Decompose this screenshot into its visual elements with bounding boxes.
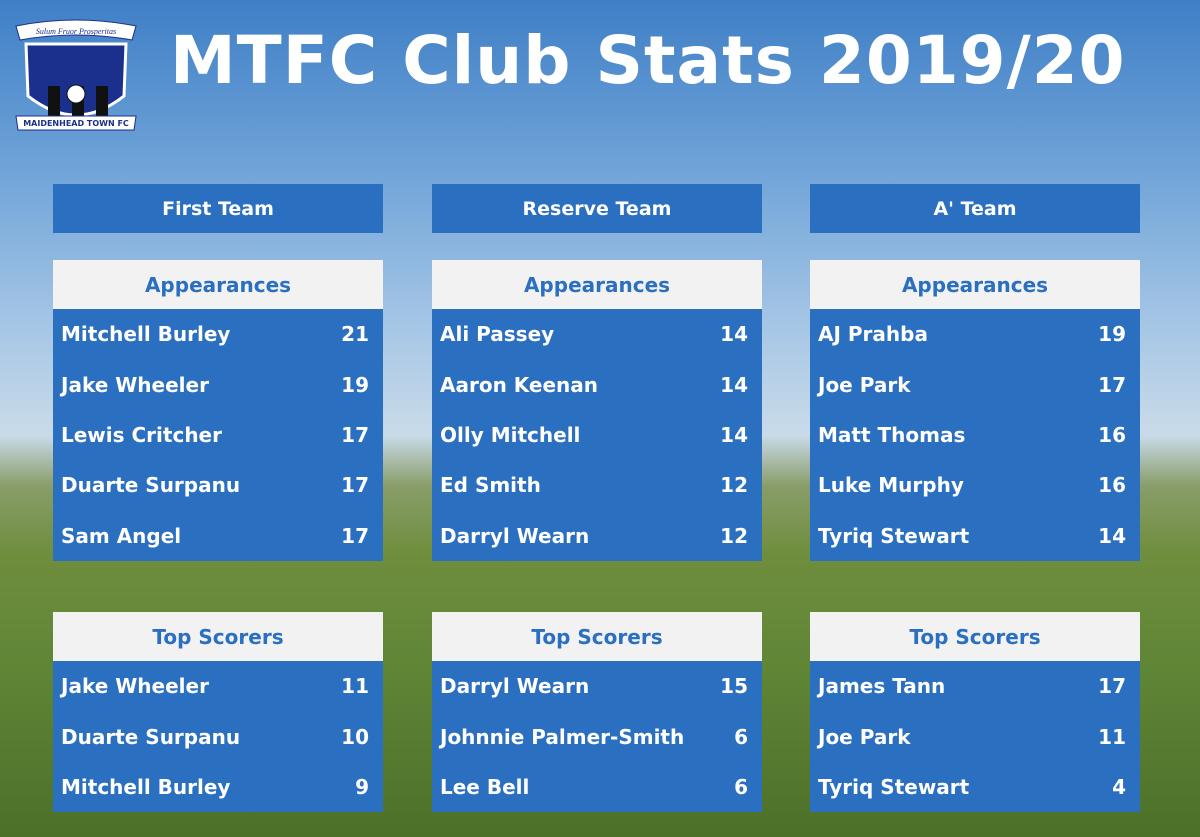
stat-row: AJ Prahba 19: [810, 309, 1140, 360]
player-name: Tyriq Stewart: [818, 523, 970, 548]
stat-value: 17: [341, 523, 369, 548]
stat-row: Ed Smith 12: [432, 460, 762, 511]
player-name: Ali Passey: [440, 322, 555, 347]
section-header: Appearances: [53, 260, 383, 309]
section-header: Top Scorers: [810, 612, 1140, 661]
stat-row: Lewis Critcher 17: [53, 409, 383, 461]
stat-row: Jake Wheeler 11: [53, 661, 383, 712]
stat-value: 17: [1098, 674, 1126, 699]
stat-row: Jake Wheeler 19: [53, 359, 383, 410]
team-column: First Team Appearances Mitchell Burley 21 Ja…: [53, 184, 383, 813]
player-name: Olly Mitchell: [440, 422, 581, 447]
team-header: First Team: [53, 184, 383, 233]
stat-row: Darryl Wearn 15: [432, 661, 762, 712]
stat-row: Luke Murphy 16: [810, 460, 1140, 511]
stat-value: 21: [341, 322, 369, 347]
stat-value: 14: [720, 372, 748, 397]
stat-value: 17: [341, 422, 369, 447]
section-header: Top Scorers: [432, 612, 762, 661]
player-name: AJ Prahba: [818, 322, 928, 347]
section-header: Appearances: [810, 260, 1140, 309]
player-name: Joe Park: [818, 372, 911, 397]
section-header: Appearances: [432, 260, 762, 309]
player-name: Ed Smith: [440, 473, 541, 498]
stat-value: 14: [720, 422, 748, 447]
appearances-box: Appearances Mitchell Burley 21 Jake Wheeler…: [53, 260, 383, 561]
stat-row: Lee Bell 6: [432, 761, 762, 813]
scorers-box: Top Scorers Jake Wheeler 11 Duarte Surpanu 1…: [53, 612, 383, 813]
player-name: Mitchell Burley: [61, 774, 231, 799]
stat-value: 11: [341, 674, 369, 699]
appearances-box: Appearances AJ Prahba 19 Joe Park 17 Matt Tho…: [810, 260, 1140, 561]
stat-row: Joe Park 11: [810, 711, 1140, 762]
stat-value: 17: [341, 473, 369, 498]
scorers-box: Top Scorers Darryl Wearn 15 Johnnie Palmer-…: [432, 612, 762, 813]
team-header: Reserve Team: [432, 184, 762, 233]
stat-value: 4: [1112, 774, 1126, 799]
stat-value: 16: [1098, 422, 1126, 447]
player-name: Jake Wheeler: [61, 372, 209, 397]
stat-row: James Tann 17: [810, 661, 1140, 712]
player-name: Darryl Wearn: [440, 523, 590, 548]
player-name: Darryl Wearn: [440, 674, 590, 699]
scorers-box: Top Scorers James Tann 17 Joe Park 11 Tyriq S…: [810, 612, 1140, 813]
appearances-box: Appearances Ali Passey 14 Aaron Keenan 14 Oll…: [432, 260, 762, 561]
stat-value: 14: [1098, 523, 1126, 548]
stat-value: 19: [341, 372, 369, 397]
player-name: Sam Angel: [61, 523, 182, 548]
stat-value: 9: [355, 774, 369, 799]
badge-motto: Sulum Fruor Prosperitas: [36, 27, 116, 36]
stat-value: 12: [720, 473, 748, 498]
stat-row: Johnnie Palmer-Smith 6: [432, 711, 762, 762]
stat-value: 11: [1098, 724, 1126, 749]
player-name: Matt Thomas: [818, 422, 966, 447]
stat-value: 19: [1098, 322, 1126, 347]
stat-value: 12: [720, 523, 748, 548]
stat-value: 16: [1098, 473, 1126, 498]
stat-value: 10: [341, 724, 369, 749]
stat-row: Duarte Surpanu 10: [53, 711, 383, 762]
player-name: Joe Park: [818, 724, 911, 749]
stat-value: 6: [734, 774, 748, 799]
stat-row: Tyriq Stewart 4: [810, 761, 1140, 813]
player-name: Tyriq Stewart: [818, 774, 970, 799]
stat-row: Joe Park 17: [810, 359, 1140, 410]
player-name: Aaron Keenan: [440, 372, 599, 397]
player-name: Lee Bell: [440, 774, 530, 799]
badge-name: MAIDENHEAD TOWN FC: [23, 119, 129, 128]
club-badge: Sulum Fruor Prosperitas MAIDENHEAD TOWN …: [15, 19, 137, 131]
player-name: Mitchell Burley: [61, 322, 231, 347]
team-column: A' Team Appearances AJ Prahba 19 Joe Park 17 M…: [810, 184, 1140, 813]
team-column: Reserve Team Appearances Ali Passey 14 Aaron…: [432, 184, 762, 813]
player-name: James Tann: [818, 674, 946, 699]
team-header: A' Team: [810, 184, 1140, 233]
player-name: Lewis Critcher: [61, 422, 222, 447]
stat-row: Aaron Keenan 14: [432, 359, 762, 410]
player-name: Duarte Surpanu: [61, 473, 241, 498]
player-name: Johnnie Palmer-Smith: [440, 724, 685, 749]
stat-row: Ali Passey 14: [432, 309, 762, 360]
stat-value: 14: [720, 322, 748, 347]
stat-row: Duarte Surpanu 17: [53, 460, 383, 511]
stat-row: Tyriq Stewart 14: [810, 510, 1140, 561]
stat-row: Mitchell Burley 21: [53, 309, 383, 360]
stat-row: Mitchell Burley 9: [53, 761, 383, 813]
stat-value: 15: [720, 674, 748, 699]
stat-value: 6: [734, 724, 748, 749]
player-name: Luke Murphy: [818, 473, 964, 498]
stat-row: Matt Thomas 16: [810, 409, 1140, 461]
page-title: MTFC Club Stats 2019/20: [170, 22, 1126, 99]
stat-row: Sam Angel 17: [53, 510, 383, 561]
stat-row: Darryl Wearn 12: [432, 510, 762, 561]
stat-value: 17: [1098, 372, 1126, 397]
player-name: Duarte Surpanu: [61, 724, 241, 749]
section-header: Top Scorers: [53, 612, 383, 661]
player-name: Jake Wheeler: [61, 674, 209, 699]
stat-row: Olly Mitchell 14: [432, 409, 762, 461]
